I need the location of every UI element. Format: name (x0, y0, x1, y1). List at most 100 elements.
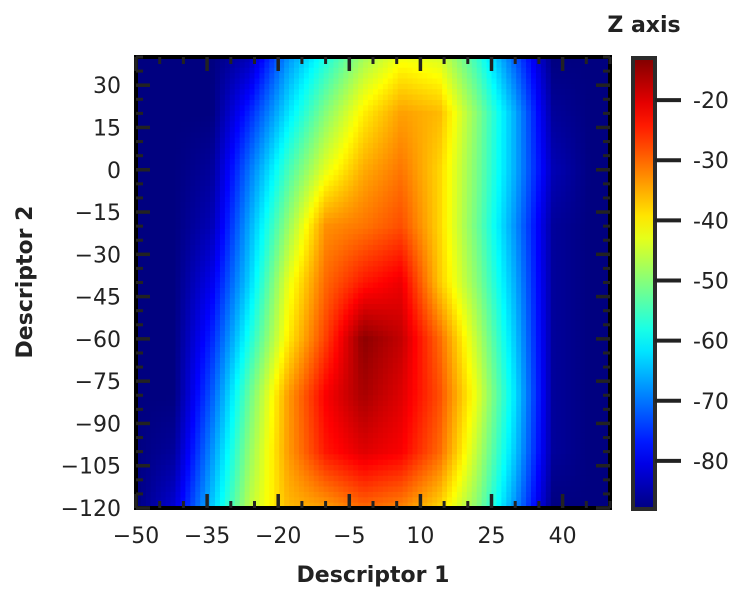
heatmap-cell (289, 287, 295, 294)
heatmap-cell (545, 137, 552, 144)
heatmap-cell (531, 330, 537, 337)
heatmap-cell (486, 73, 493, 80)
heatmap-cell (219, 175, 226, 182)
heatmap-cell (585, 137, 591, 144)
heatmap-cell (437, 330, 443, 337)
heatmap-cell (412, 201, 419, 208)
heatmap-cell (170, 110, 177, 117)
heatmap-cell (382, 261, 389, 267)
heatmap-cell (560, 207, 567, 214)
heatmap-cell (452, 105, 458, 112)
heatmap-cell (274, 244, 280, 251)
heatmap-cell (160, 298, 167, 305)
heatmap-cell (427, 164, 433, 171)
heatmap-cell (600, 121, 606, 128)
heatmap-cell (353, 287, 359, 294)
heatmap-cell (580, 271, 586, 278)
heatmap-cell (570, 180, 577, 187)
heatmap-cell (308, 89, 315, 96)
heatmap-cell (461, 250, 468, 257)
heatmap-cell (580, 234, 586, 241)
heatmap-cell (605, 116, 610, 123)
heatmap-cell (313, 282, 320, 289)
heatmap-cell (284, 169, 290, 176)
heatmap-cell (417, 153, 423, 160)
heatmap-cell (471, 277, 478, 284)
heatmap-cell (506, 132, 512, 139)
heatmap-cell (165, 293, 172, 300)
heatmap-cell (412, 159, 419, 165)
heatmap-cell (249, 57, 256, 63)
heatmap-cell (150, 282, 157, 289)
heatmap-cell (353, 142, 359, 149)
heatmap-cell (303, 191, 310, 198)
heatmap-cell (185, 287, 191, 294)
heatmap-cell (368, 180, 374, 187)
heatmap-cell (501, 159, 507, 165)
heatmap-cell (526, 207, 532, 214)
heatmap-cell (229, 142, 236, 149)
heatmap-cell (447, 223, 453, 230)
heatmap-cell (155, 159, 162, 165)
heatmap-cell (318, 132, 325, 139)
heatmap-cell (155, 169, 162, 176)
heatmap-cell (205, 164, 211, 171)
heatmap-cell (397, 78, 404, 85)
heatmap-cell (595, 309, 601, 316)
heatmap-cell (358, 201, 364, 208)
heatmap-cell (466, 148, 473, 155)
heatmap-cell (155, 244, 162, 251)
heatmap-cell (170, 67, 177, 74)
heatmap-cell (175, 309, 182, 316)
heatmap-cell (605, 282, 610, 289)
heatmap-cell (373, 121, 379, 128)
heatmap-cell (303, 239, 310, 246)
heatmap-cell (506, 250, 512, 257)
heatmap-cell (289, 57, 295, 63)
heatmap-cell (526, 320, 532, 327)
heatmap-cell (224, 201, 231, 208)
heatmap-cell (595, 228, 601, 235)
heatmap-cell (338, 126, 344, 133)
heatmap-cell (323, 298, 330, 305)
heatmap-cell (190, 164, 196, 171)
heatmap-cell (570, 132, 577, 139)
heatmap-cell (328, 244, 335, 251)
heatmap-cell (550, 282, 557, 289)
heatmap-cell (323, 212, 330, 219)
heatmap-cell (219, 271, 226, 278)
heatmap-cell (180, 320, 186, 327)
heatmap-cell (545, 266, 552, 273)
heatmap-cell (506, 175, 512, 182)
heatmap-cell (244, 320, 251, 327)
heatmap-cell (353, 148, 359, 155)
heatmap-cell (165, 201, 172, 208)
heatmap-cell (180, 207, 186, 214)
heatmap-cell (219, 99, 226, 106)
heatmap-cell (239, 153, 246, 160)
heatmap-cell (368, 309, 374, 316)
heatmap-cell (160, 62, 167, 69)
heatmap-cell (580, 105, 586, 112)
heatmap-cell (200, 325, 206, 332)
heatmap-cell (486, 153, 493, 160)
heatmap-cell (155, 121, 162, 128)
heatmap-cell (200, 218, 206, 225)
heatmap-cell (353, 303, 359, 310)
heatmap-cell (545, 164, 552, 171)
heatmap-cell (565, 314, 572, 321)
heatmap-cell (254, 78, 261, 85)
heatmap-cell (565, 244, 572, 251)
heatmap-cell (442, 325, 448, 332)
heatmap-cell (333, 250, 340, 257)
heatmap-cell (377, 105, 384, 112)
heatmap-cell (155, 234, 162, 241)
heatmap-cell (303, 105, 310, 112)
heatmap-cell (284, 255, 290, 262)
heatmap-cell (590, 83, 596, 90)
heatmap-cell (180, 180, 186, 187)
heatmap-cell (516, 73, 522, 80)
heatmap-cell (155, 73, 162, 80)
heatmap-cell (239, 73, 246, 80)
heatmap-cell (348, 159, 354, 165)
